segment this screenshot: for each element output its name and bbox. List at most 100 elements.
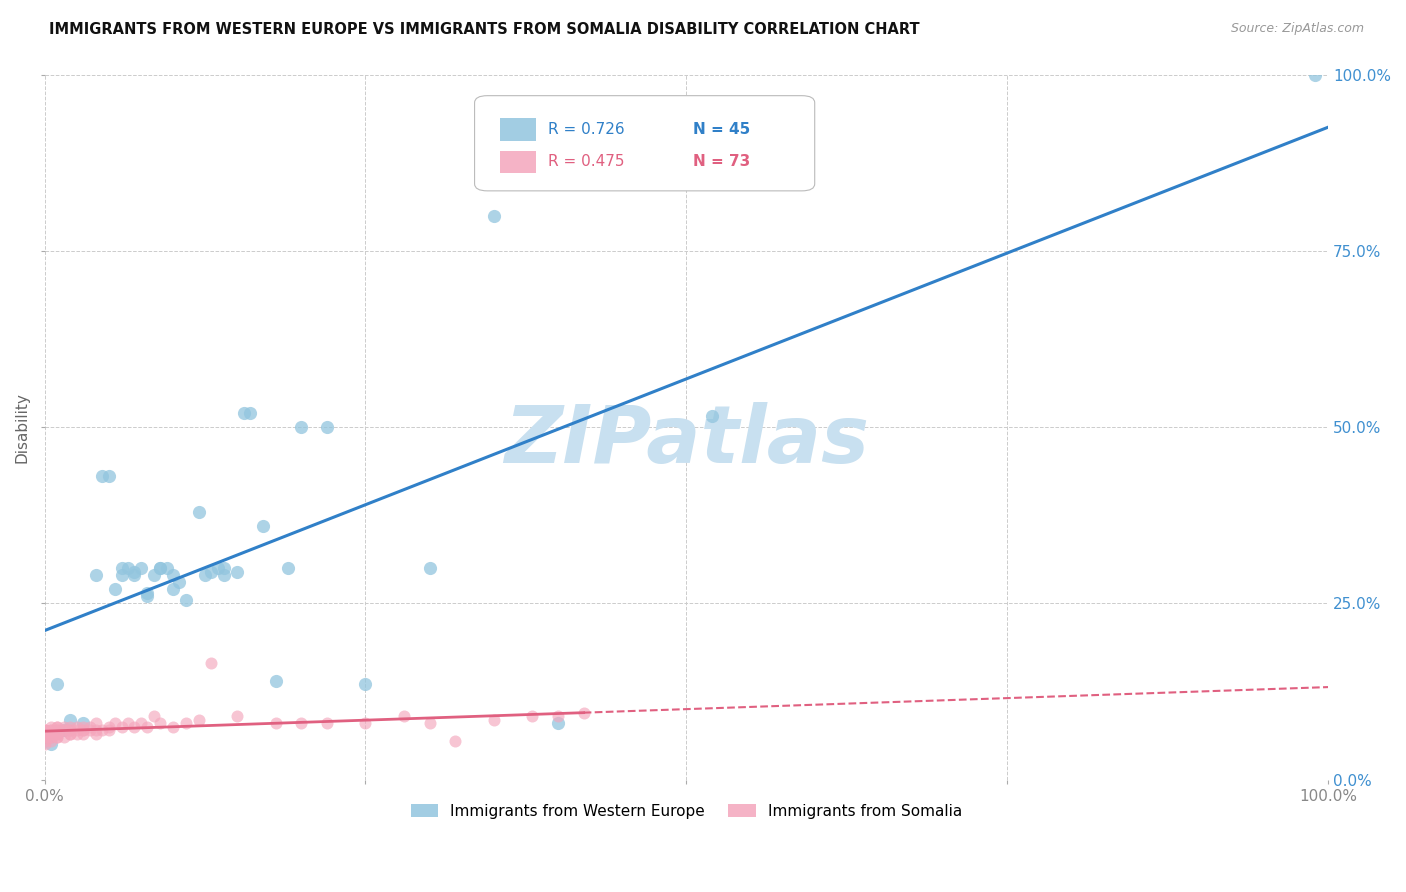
Point (72, 723, 94, 738)
Point (46, 727, 69, 741)
Point (194, 568, 217, 582)
Point (39, 723, 62, 738)
Point (129, 561, 152, 575)
FancyBboxPatch shape (501, 119, 536, 141)
Point (149, 716, 172, 731)
Point (34, 723, 56, 738)
Point (39, 737, 62, 751)
Text: IMMIGRANTS FROM WESTERN EUROPE VS IMMIGRANTS FROM SOMALIA DISABILITY CORRELATION: IMMIGRANTS FROM WESTERN EUROPE VS IMMIGR… (49, 22, 920, 37)
Point (52, 723, 75, 738)
Point (59, 723, 82, 738)
Point (34, 734, 56, 748)
Point (200, 565, 222, 579)
Point (169, 575, 191, 590)
Point (91, 723, 114, 738)
Text: N = 45: N = 45 (693, 122, 749, 137)
Point (34, 737, 56, 751)
Point (110, 568, 132, 582)
Point (97, 720, 120, 734)
Point (124, 568, 146, 582)
Point (46, 720, 69, 734)
Point (66, 723, 89, 738)
Point (419, 561, 441, 575)
Point (72, 723, 94, 738)
Point (239, 406, 262, 420)
Point (84, 716, 107, 731)
Point (66, 727, 89, 741)
Point (39, 727, 62, 741)
Point (59, 723, 82, 738)
Point (187, 713, 209, 727)
Point (79, 720, 101, 734)
Point (290, 716, 312, 731)
Point (34, 731, 56, 745)
Point (39, 723, 62, 738)
Point (91, 469, 114, 483)
Point (46, 723, 69, 738)
Point (174, 716, 197, 731)
Point (52, 720, 75, 734)
Point (149, 561, 172, 575)
Point (52, 731, 75, 745)
Point (354, 716, 377, 731)
Point (264, 673, 287, 688)
Point (226, 709, 249, 723)
Point (547, 716, 569, 731)
Point (162, 720, 184, 734)
Point (174, 592, 197, 607)
Point (39, 734, 62, 748)
Text: Source: ZipAtlas.com: Source: ZipAtlas.com (1230, 22, 1364, 36)
Point (444, 734, 467, 748)
Point (46, 677, 69, 691)
Point (39, 727, 62, 741)
Point (142, 709, 165, 723)
Point (316, 716, 339, 731)
Point (39, 731, 62, 745)
Point (39, 720, 62, 734)
Point (46, 731, 69, 745)
Point (522, 709, 544, 723)
Point (46, 720, 69, 734)
Point (124, 565, 146, 579)
Point (79, 723, 101, 738)
Point (84, 727, 107, 741)
Point (59, 727, 82, 741)
Point (136, 720, 159, 734)
Point (155, 561, 177, 575)
Point (104, 716, 127, 731)
Point (34, 723, 56, 738)
Point (700, 409, 723, 424)
Text: ZIPatlas: ZIPatlas (503, 402, 869, 480)
FancyBboxPatch shape (475, 95, 814, 191)
Point (162, 582, 184, 597)
Y-axis label: Disability: Disability (15, 392, 30, 462)
Point (72, 727, 94, 741)
Point (46, 723, 69, 738)
Point (59, 720, 82, 734)
Point (252, 518, 274, 533)
Point (46, 731, 69, 745)
Point (59, 713, 82, 727)
Point (232, 406, 254, 420)
Point (136, 586, 159, 600)
Point (572, 706, 595, 720)
Point (72, 716, 94, 731)
Point (104, 582, 127, 597)
Point (52, 723, 75, 738)
Point (52, 723, 75, 738)
Legend: Immigrants from Western Europe, Immigrants from Somalia: Immigrants from Western Europe, Immigran… (405, 797, 969, 825)
Point (214, 561, 236, 575)
Point (316, 420, 339, 434)
Point (207, 561, 229, 575)
Point (547, 709, 569, 723)
Point (1303, 68, 1326, 82)
Point (162, 568, 184, 582)
Point (46, 727, 69, 741)
Point (72, 720, 94, 734)
Point (482, 209, 505, 223)
Point (226, 565, 249, 579)
Point (482, 713, 505, 727)
Point (136, 589, 159, 603)
FancyBboxPatch shape (501, 151, 536, 173)
Point (97, 723, 120, 738)
